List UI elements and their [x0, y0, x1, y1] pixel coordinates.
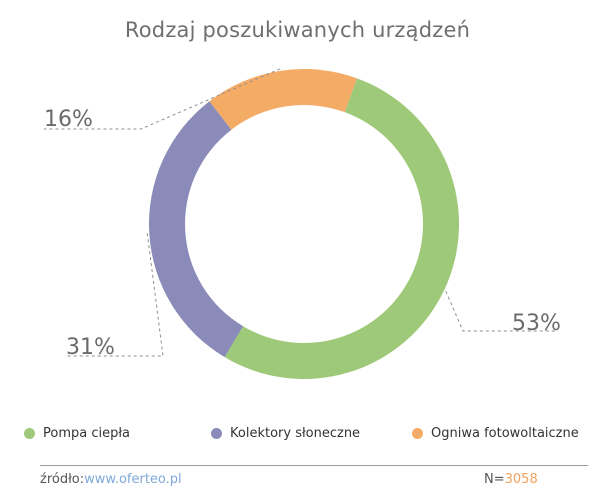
leader-lines: [44, 68, 556, 357]
legend-dot-orange: [412, 428, 423, 439]
footer-divider: [40, 465, 588, 466]
sample-size: N=3058: [484, 472, 538, 487]
donut-slice-0[interactable]: [224, 78, 459, 379]
legend-item-ogniwa[interactable]: Ogniwa fotowoltaiczne: [412, 426, 579, 441]
legend-label: Ogniwa fotowoltaiczne: [431, 426, 579, 441]
donut-slice-2[interactable]: [209, 69, 358, 130]
donut-slice-1[interactable]: [148, 101, 244, 358]
source-label: źródło:: [40, 472, 85, 487]
legend-label: Kolektory słoneczne: [230, 426, 361, 441]
legend-dot-green: [24, 428, 35, 439]
leader-line-2: [44, 68, 281, 130]
percent-labels: 53% 31% 16%: [44, 107, 561, 360]
leader-line-1: [66, 233, 164, 357]
footer: źródło:www.oferteo.pl N=3058: [40, 472, 588, 490]
source: źródło:www.oferteo.pl: [40, 472, 182, 487]
legend-label: Pompa ciepła: [43, 426, 131, 441]
legend-dot-purple: [211, 428, 222, 439]
percent-label-0: 53%: [512, 311, 561, 336]
percent-label-1: 31%: [66, 335, 115, 360]
percent-label-2: 16%: [44, 107, 93, 132]
n-label: N=: [484, 472, 505, 487]
leader-line-0: [445, 291, 556, 332]
source-link[interactable]: www.oferteo.pl: [84, 472, 182, 487]
legend-item-kolektory[interactable]: Kolektory słoneczne: [211, 426, 360, 441]
chart-title: Rodzaj poszukiwanych urządzeń: [124, 18, 471, 42]
n-value: 3058: [504, 472, 538, 487]
slices-layer: [148, 69, 459, 379]
legend-item-pompa[interactable]: Pompa ciepła: [24, 426, 130, 441]
legend: Pompa ciepła Kolektory słoneczne Ogniwa …: [24, 426, 594, 446]
